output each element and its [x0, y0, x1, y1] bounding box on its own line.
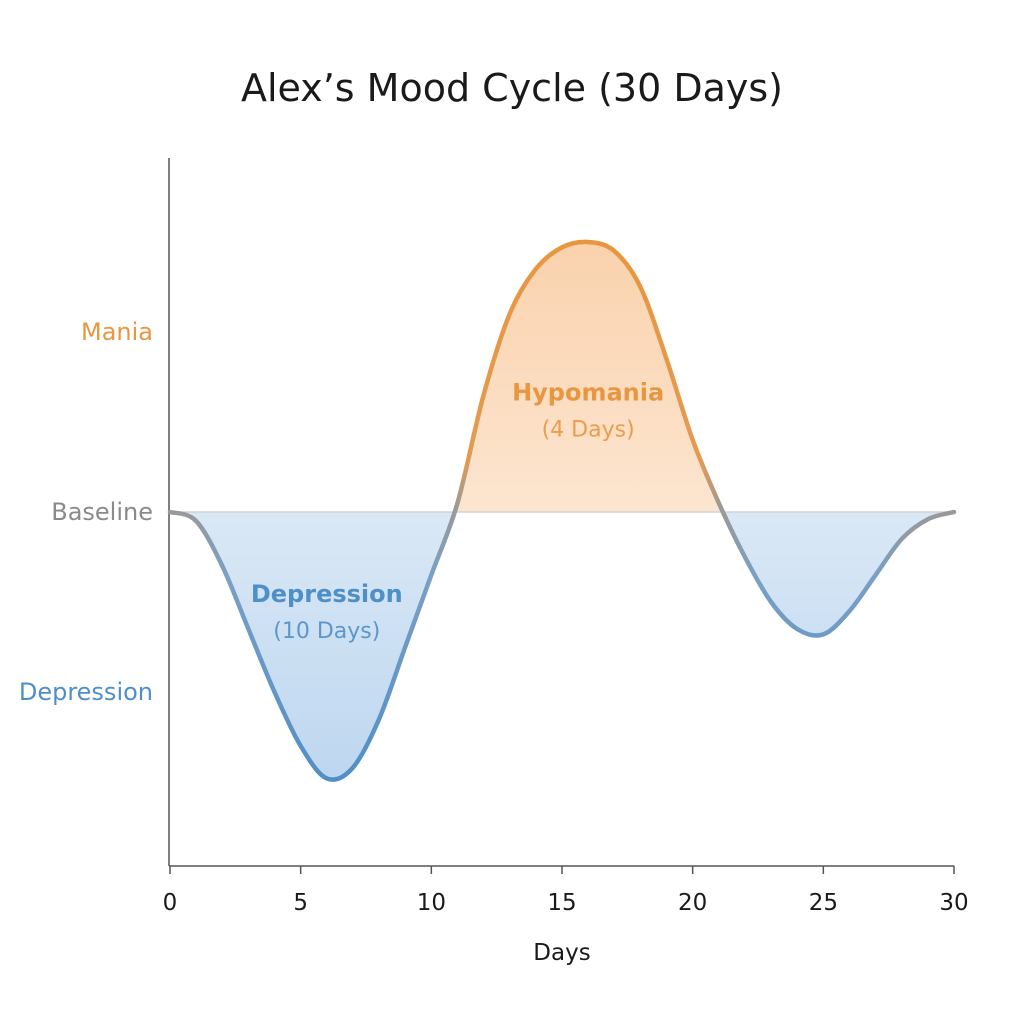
x-tick-label: 15	[547, 890, 576, 916]
hypomania-area	[170, 241, 954, 512]
annotation-hypomania-label: Hypomania	[512, 378, 664, 406]
x-tick-label: 30	[939, 890, 968, 916]
annotation-depression-duration: (10 Days)	[273, 619, 380, 644]
y-level-label-depression: Depression	[19, 678, 153, 706]
x-tick-label: 0	[163, 890, 178, 916]
annotation-hypomania-duration: (4 Days)	[542, 417, 635, 442]
chart-title: Alex’s Mood Cycle (30 Days)	[240, 66, 784, 110]
x-tick-label: 10	[417, 890, 446, 916]
annotation-depression-label: Depression	[251, 580, 403, 608]
x-axis-label: Days	[533, 940, 590, 966]
y-level-label-baseline: Baseline	[51, 498, 153, 526]
x-tick-label: 20	[678, 890, 707, 916]
x-tick-label: 5	[293, 890, 308, 916]
mood-curve-line	[167, 239, 957, 782]
y-level-label-mania: Mania	[81, 318, 153, 346]
x-tick-label: 25	[809, 890, 838, 916]
